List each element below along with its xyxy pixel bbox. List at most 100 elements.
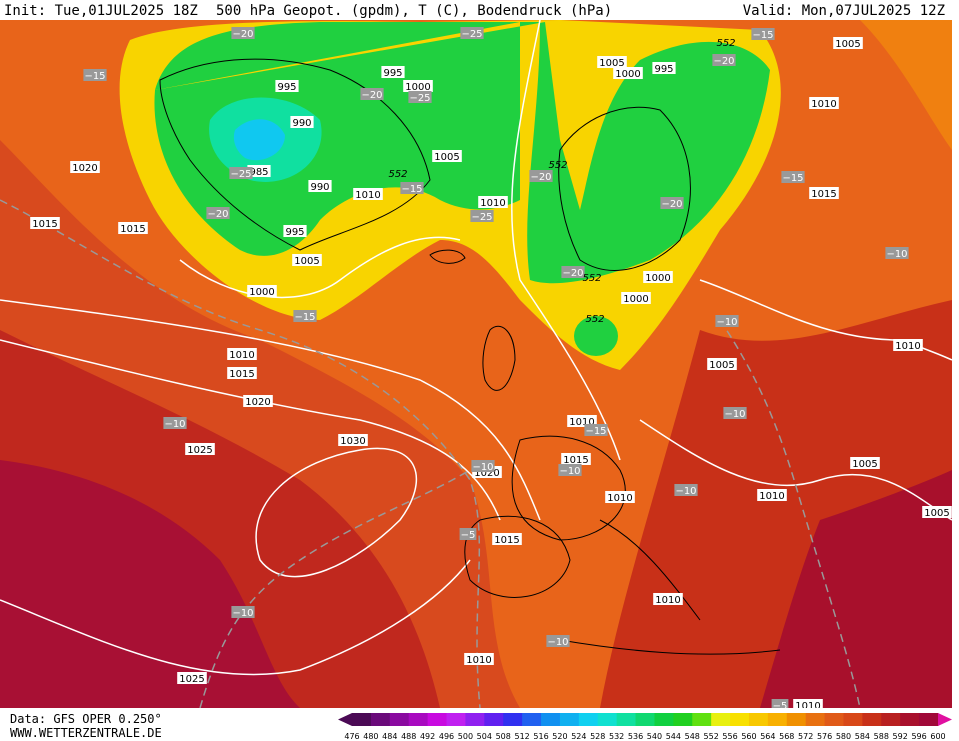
temperature-label: −20 xyxy=(661,199,682,210)
colorbar-bin xyxy=(843,713,863,726)
colorbar-label: 480 xyxy=(363,732,378,741)
temperature-label-box xyxy=(781,171,805,183)
temperature-label-box xyxy=(712,54,736,66)
pressure-label-box xyxy=(707,358,737,370)
colorbar-label: 540 xyxy=(647,732,662,741)
colorbar-bin xyxy=(824,713,844,726)
pressure-label-box xyxy=(893,339,923,351)
pressure-label: 1000 xyxy=(645,273,670,284)
temperature-label: −25 xyxy=(409,93,430,104)
temperature-label-box xyxy=(546,635,570,647)
pressure-label: 1015 xyxy=(563,455,588,466)
colorbar-arrow-left xyxy=(338,713,352,726)
pressure-label: 1020 xyxy=(245,397,270,408)
pressure-label-box xyxy=(292,254,322,266)
colorbar-bin xyxy=(881,713,901,726)
pressure-label-box xyxy=(652,62,676,74)
orange-ne xyxy=(860,20,952,150)
temperature-label-box xyxy=(459,528,477,540)
map-title: 500 hPa Geopot. (gpdm), T (C), Bodendruc… xyxy=(216,3,612,19)
temperature-label: −25 xyxy=(471,212,492,223)
temperature-label-box xyxy=(83,69,107,81)
pressure-label-box xyxy=(597,56,627,68)
colorbar-bin xyxy=(692,713,712,726)
temperature-label: −5 xyxy=(461,530,476,541)
green-cell xyxy=(574,316,618,356)
pressure-label: 1025 xyxy=(179,674,204,685)
temperature-label-box xyxy=(584,424,608,436)
right-margin xyxy=(952,0,959,741)
colorbar-bin xyxy=(465,713,485,726)
pressure-label-box xyxy=(605,491,635,503)
temperature-label: −20 xyxy=(713,56,734,67)
temperature-label: −15 xyxy=(782,173,803,184)
colorbar-bin xyxy=(730,713,750,726)
colorbar-bin xyxy=(711,713,731,726)
colorbar-label: 572 xyxy=(798,732,813,741)
website: WWW.WETTERZENTRALE.DE xyxy=(10,726,162,740)
pressure-label-box xyxy=(922,506,952,518)
pressure-label-box xyxy=(381,66,405,78)
colorbar-label: 496 xyxy=(439,732,454,741)
colorbar: 476 480 484 488 492 496 500 504 508 512 516 520 524 5… xyxy=(338,713,952,741)
colorbar-label: 528 xyxy=(590,732,605,741)
pressure-label-box xyxy=(227,348,257,360)
pressure-label: 1010 xyxy=(795,701,820,712)
pressure-label: 1010 xyxy=(655,595,680,606)
pressure-label: 1005 xyxy=(434,152,459,163)
pressure-label: 995 xyxy=(285,227,304,238)
pressure-label-box xyxy=(118,222,148,234)
colorbar-bin xyxy=(578,713,599,726)
temperature-label-box xyxy=(408,91,432,103)
pressure-label-box xyxy=(70,161,100,173)
pressure-label: 1015 xyxy=(811,189,836,200)
temperature-label: −10 xyxy=(724,409,745,420)
colorbar-label: 512 xyxy=(514,732,529,741)
pressure-label-box xyxy=(338,434,368,446)
pressure-label-box xyxy=(243,395,273,407)
temperature-label: −10 xyxy=(232,608,253,619)
pressure-label-box xyxy=(290,116,314,128)
colorbar-label: 508 xyxy=(496,732,511,741)
pressure-label: 1000 xyxy=(623,294,648,305)
pressure-label: 1010 xyxy=(569,417,594,428)
data-source: Data: GFS OPER 0.250° xyxy=(10,712,162,726)
init-time: Init: Tue,01JUL2025 18Z xyxy=(4,3,198,19)
colorbar-label: 600 xyxy=(930,732,945,741)
temperature-label: −20 xyxy=(232,29,253,40)
pressure-label: 1010 xyxy=(895,341,920,352)
colorbar-bin xyxy=(748,713,769,726)
colorbar-bin xyxy=(389,713,410,726)
pressure-label: 995 xyxy=(654,64,673,75)
pressure-label: 1015 xyxy=(32,219,57,230)
temperature-label: −10 xyxy=(547,637,568,648)
temperature-label: −20 xyxy=(530,172,551,183)
geopotential-label: 552 xyxy=(388,169,407,180)
colorbar-label: 556 xyxy=(722,732,737,741)
pressure-label-box xyxy=(308,180,332,192)
pressure-label: 1005 xyxy=(599,58,624,69)
temperature-label-box xyxy=(360,88,384,100)
temperature-label-box xyxy=(751,28,775,40)
colorbar-bin xyxy=(786,713,807,726)
pressure-label: 1005 xyxy=(294,256,319,267)
pressure-label: 1010 xyxy=(480,198,505,209)
temperature-label: −20 xyxy=(562,268,583,279)
pressure-label-box xyxy=(353,188,383,200)
temperature-label-box xyxy=(471,460,495,472)
pressure-label: 990 xyxy=(310,182,329,193)
colorbar-bin xyxy=(616,713,637,726)
colorbar-label: 592 xyxy=(893,732,908,741)
temperature-label-box xyxy=(163,417,187,429)
pressure-label: 1005 xyxy=(709,360,734,371)
colorbar-bin xyxy=(352,713,372,726)
valid-time: Valid: Mon,07JUL2025 12Z xyxy=(743,3,945,19)
pressure-label-box xyxy=(478,196,508,208)
pressure-label-box xyxy=(833,37,863,49)
colorbar-bin xyxy=(484,713,504,726)
pressure-label: 1010 xyxy=(759,491,784,502)
pressure-label-box xyxy=(613,67,643,79)
colorbar-arrow-right xyxy=(938,713,952,726)
temperature-label-box xyxy=(231,606,255,618)
